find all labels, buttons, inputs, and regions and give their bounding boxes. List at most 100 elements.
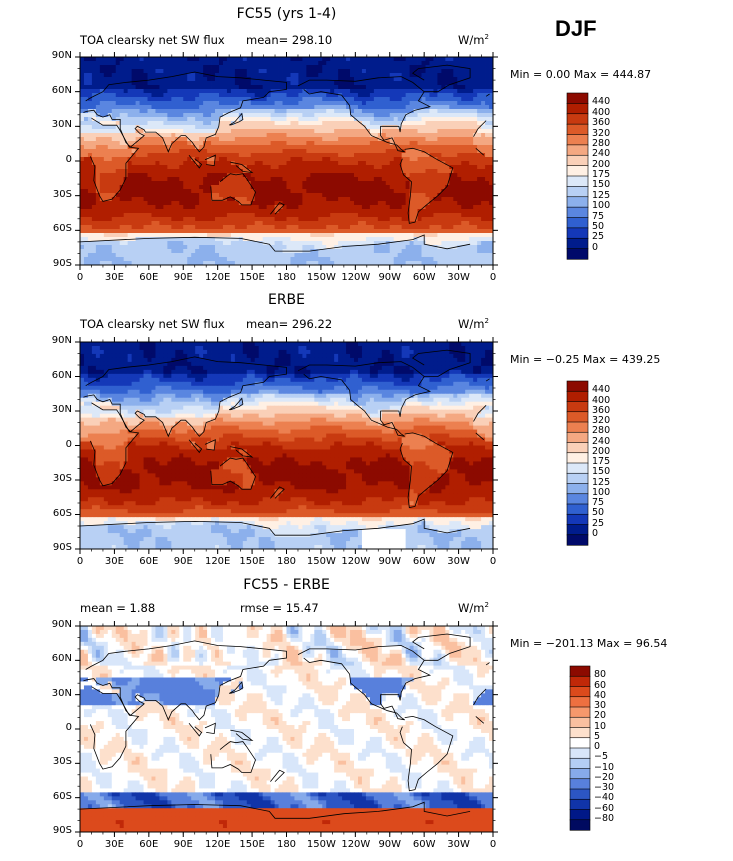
map-cell [366,97,370,101]
map-cell [445,237,449,241]
map-cell [112,229,116,233]
map-cell [116,137,120,141]
map-cell [159,209,163,213]
map-cell [92,209,96,213]
map-cell [88,77,92,81]
map-cell [235,149,239,153]
map-cell [314,137,318,141]
map-cell [441,57,445,61]
map-cell [437,101,441,105]
map-cell [227,221,231,225]
map-cell [445,213,449,217]
map-cell [477,201,481,205]
map-cell [465,117,469,121]
map-cell [378,113,382,117]
map-cell [100,205,104,209]
map-cell [211,145,215,149]
map-cell [179,85,183,89]
map-cell [167,69,171,73]
map-cell [314,105,318,109]
map-cell [287,165,291,169]
map-cell [267,189,271,193]
map-cell [330,185,334,189]
map-cell [310,237,314,241]
map-cell [275,105,279,109]
map-cell [453,117,457,121]
map-cell [445,201,449,205]
map-cell [191,197,195,201]
map-cell [390,113,394,117]
map-cell [354,65,358,69]
map-cell [287,141,291,145]
map-cell [179,97,183,101]
map-cell [425,85,429,89]
map-cell [279,237,283,241]
map-cell [322,213,326,217]
map-cell [255,61,259,65]
map-cell [175,125,179,129]
map-cell [104,165,108,169]
map-cell [342,149,346,153]
map-cell [290,169,294,173]
map-cell [306,229,310,233]
map-cell [342,137,346,141]
map-cell [485,85,489,89]
map-cell [398,137,402,141]
map-cell [287,105,291,109]
map-cell [437,121,441,125]
map-cell [445,241,449,245]
map-cell [378,129,382,133]
map-cell [140,101,144,105]
map-cell [449,133,453,137]
map-cell [461,57,465,61]
map-cell [247,133,251,137]
map-cell [306,165,310,169]
map-cell [263,125,267,129]
map-cell [207,213,211,217]
map-cell [322,181,326,185]
map-cell [390,149,394,153]
map-cell [441,89,445,93]
map-cell [243,133,247,137]
map-cell [326,93,330,97]
map-cell [469,141,473,145]
map-cell [469,177,473,181]
map-cell [128,129,132,133]
map-cell [259,129,263,133]
map-cell [132,57,136,61]
map-cell [358,109,362,113]
map-cell [231,213,235,217]
map-cell [112,201,116,205]
map-cell [108,145,112,149]
map-cell [108,57,112,61]
map-cell [453,185,457,189]
map-cell [151,97,155,101]
map-cell [398,97,402,101]
map-cell [386,229,390,233]
map-cell [255,81,259,85]
map-cell [461,209,465,213]
map-cell [148,85,152,89]
map-cell [429,177,433,181]
map-cell [223,153,227,157]
map-cell [445,61,449,65]
map-cell [195,85,199,89]
map-cell [445,77,449,81]
map-cell [175,245,179,249]
map-cell [433,81,437,85]
map-cell [132,93,136,97]
map-cell [163,157,167,161]
map-cell [167,153,171,157]
map-cell [378,101,382,105]
map-cell [441,169,445,173]
map-cell [298,121,302,125]
map-cell [330,133,334,137]
map-cell [346,153,350,157]
map-cell [350,89,354,93]
map-cell [414,209,418,213]
map-cell [112,69,116,73]
map-cell [88,225,92,229]
map-cell [469,133,473,137]
map-cell [104,181,108,185]
map-cell [179,169,183,173]
